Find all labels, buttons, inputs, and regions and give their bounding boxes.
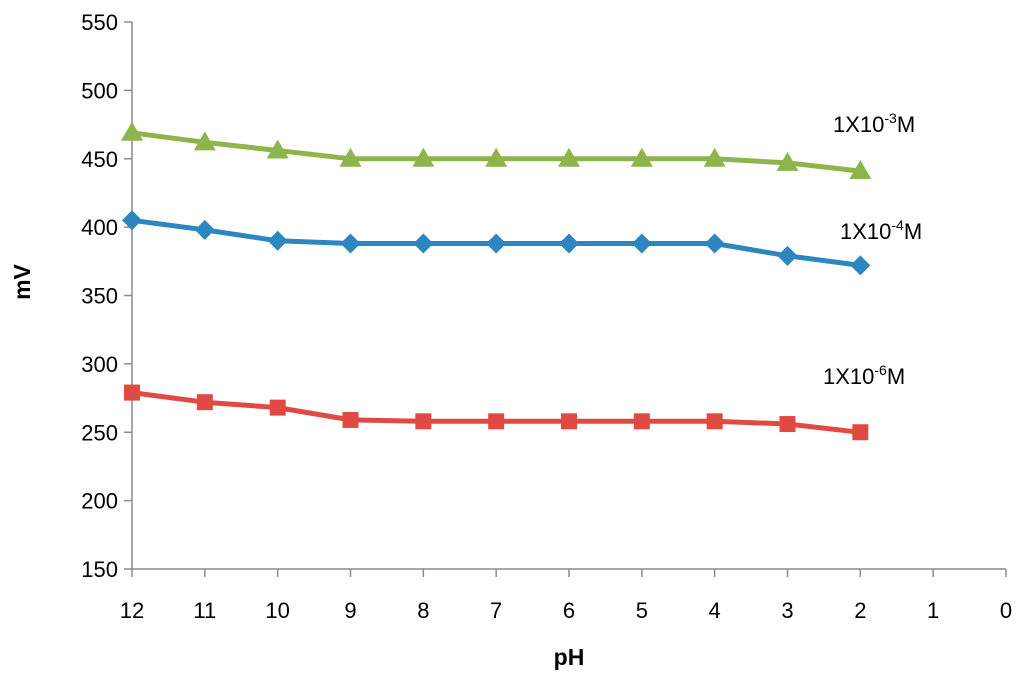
data-point-0 [630,147,653,167]
data-point-0 [776,151,799,171]
x-tick-label: 3 [781,598,793,623]
x-tick-label: 1 [927,598,939,623]
y-tick-label: 300 [81,352,118,377]
y-tick-label: 350 [81,284,118,309]
data-point-0 [849,160,872,180]
data-point-2 [124,384,140,401]
data-point-2 [706,413,723,430]
data-point-1 [850,255,871,276]
y-tick-label: 150 [81,557,118,582]
series-label-1e-3-base: 1X10 [833,112,884,137]
x-tick-label: 7 [490,598,502,623]
data-point-1 [631,233,652,254]
data-point-1 [267,230,288,251]
x-axis-title: pH [554,644,585,670]
x-ticks: 12 11 10 9 8 7 6 5 4 3 2 1 0 [120,569,1012,623]
data-point-1 [704,233,725,254]
data-point-0 [121,121,143,141]
series-label-1e-4-unit: M [904,219,922,244]
series-label-1e-6-unit: M [887,364,905,389]
data-point-2 [561,413,577,430]
data-point-1 [122,210,142,231]
data-point-2 [779,416,796,433]
y-tick-label: 550 [81,10,118,35]
data-point-0 [193,131,216,151]
y-axis-title: mV [9,263,35,299]
series-label-1e-4: 1X10-4M [840,217,922,244]
x-tick-label: 5 [636,598,648,623]
x-tick-label: 0 [1000,598,1012,623]
x-tick-label: 2 [854,598,866,623]
data-point-0 [339,147,362,167]
series-1 [122,210,871,276]
x-tick-label: 8 [417,598,429,623]
data-point-2 [488,413,505,430]
series-group [121,121,872,441]
data-point-2 [633,413,650,430]
series-label-1e-3-exp: -3 [884,110,897,126]
data-point-1 [340,233,361,254]
y-tick-label: 400 [81,215,118,240]
axes [131,22,1006,570]
data-point-0 [266,139,289,159]
x-tick-label: 4 [709,598,721,623]
data-point-2 [852,424,869,441]
series-label-1e-4-exp: -4 [891,217,904,233]
x-tick-label: 10 [265,598,289,623]
x-tick-label: 6 [563,598,575,623]
data-point-0 [485,147,508,167]
data-point-0 [703,147,726,167]
data-point-2 [269,399,286,416]
data-point-2 [415,413,432,430]
data-point-1 [559,233,579,254]
series-label-1e-6: 1X10-6M [823,362,905,389]
series-label-1e-3: 1X10-3M [833,110,915,137]
x-tick-label: 12 [120,598,144,623]
series-label-1e-6-base: 1X10 [823,364,874,389]
data-point-1 [777,245,798,266]
data-point-1 [413,233,434,254]
y-tick-label: 200 [81,489,118,514]
series-labels: 1X10-3M 1X10-4M 1X10-6M [823,110,922,389]
series-label-1e-3-unit: M [897,112,915,137]
series-label-1e-4-base: 1X10 [840,219,891,244]
data-point-2 [342,411,359,428]
y-tick-label: 450 [81,147,118,172]
data-point-1 [486,233,507,254]
data-point-0 [558,147,580,167]
y-tick-label: 500 [81,78,118,103]
series-2 [124,384,869,441]
y-ticks: 150 200 250 300 350 400 450 500 550 [81,10,132,582]
series-0 [121,121,872,180]
x-tick-label: 9 [344,598,356,623]
series-label-1e-6-exp: -6 [874,362,887,378]
data-point-2 [196,394,213,411]
y-tick-label: 250 [81,420,118,445]
data-point-0 [412,147,435,167]
x-tick-label: 11 [193,598,216,623]
data-point-1 [194,219,215,240]
